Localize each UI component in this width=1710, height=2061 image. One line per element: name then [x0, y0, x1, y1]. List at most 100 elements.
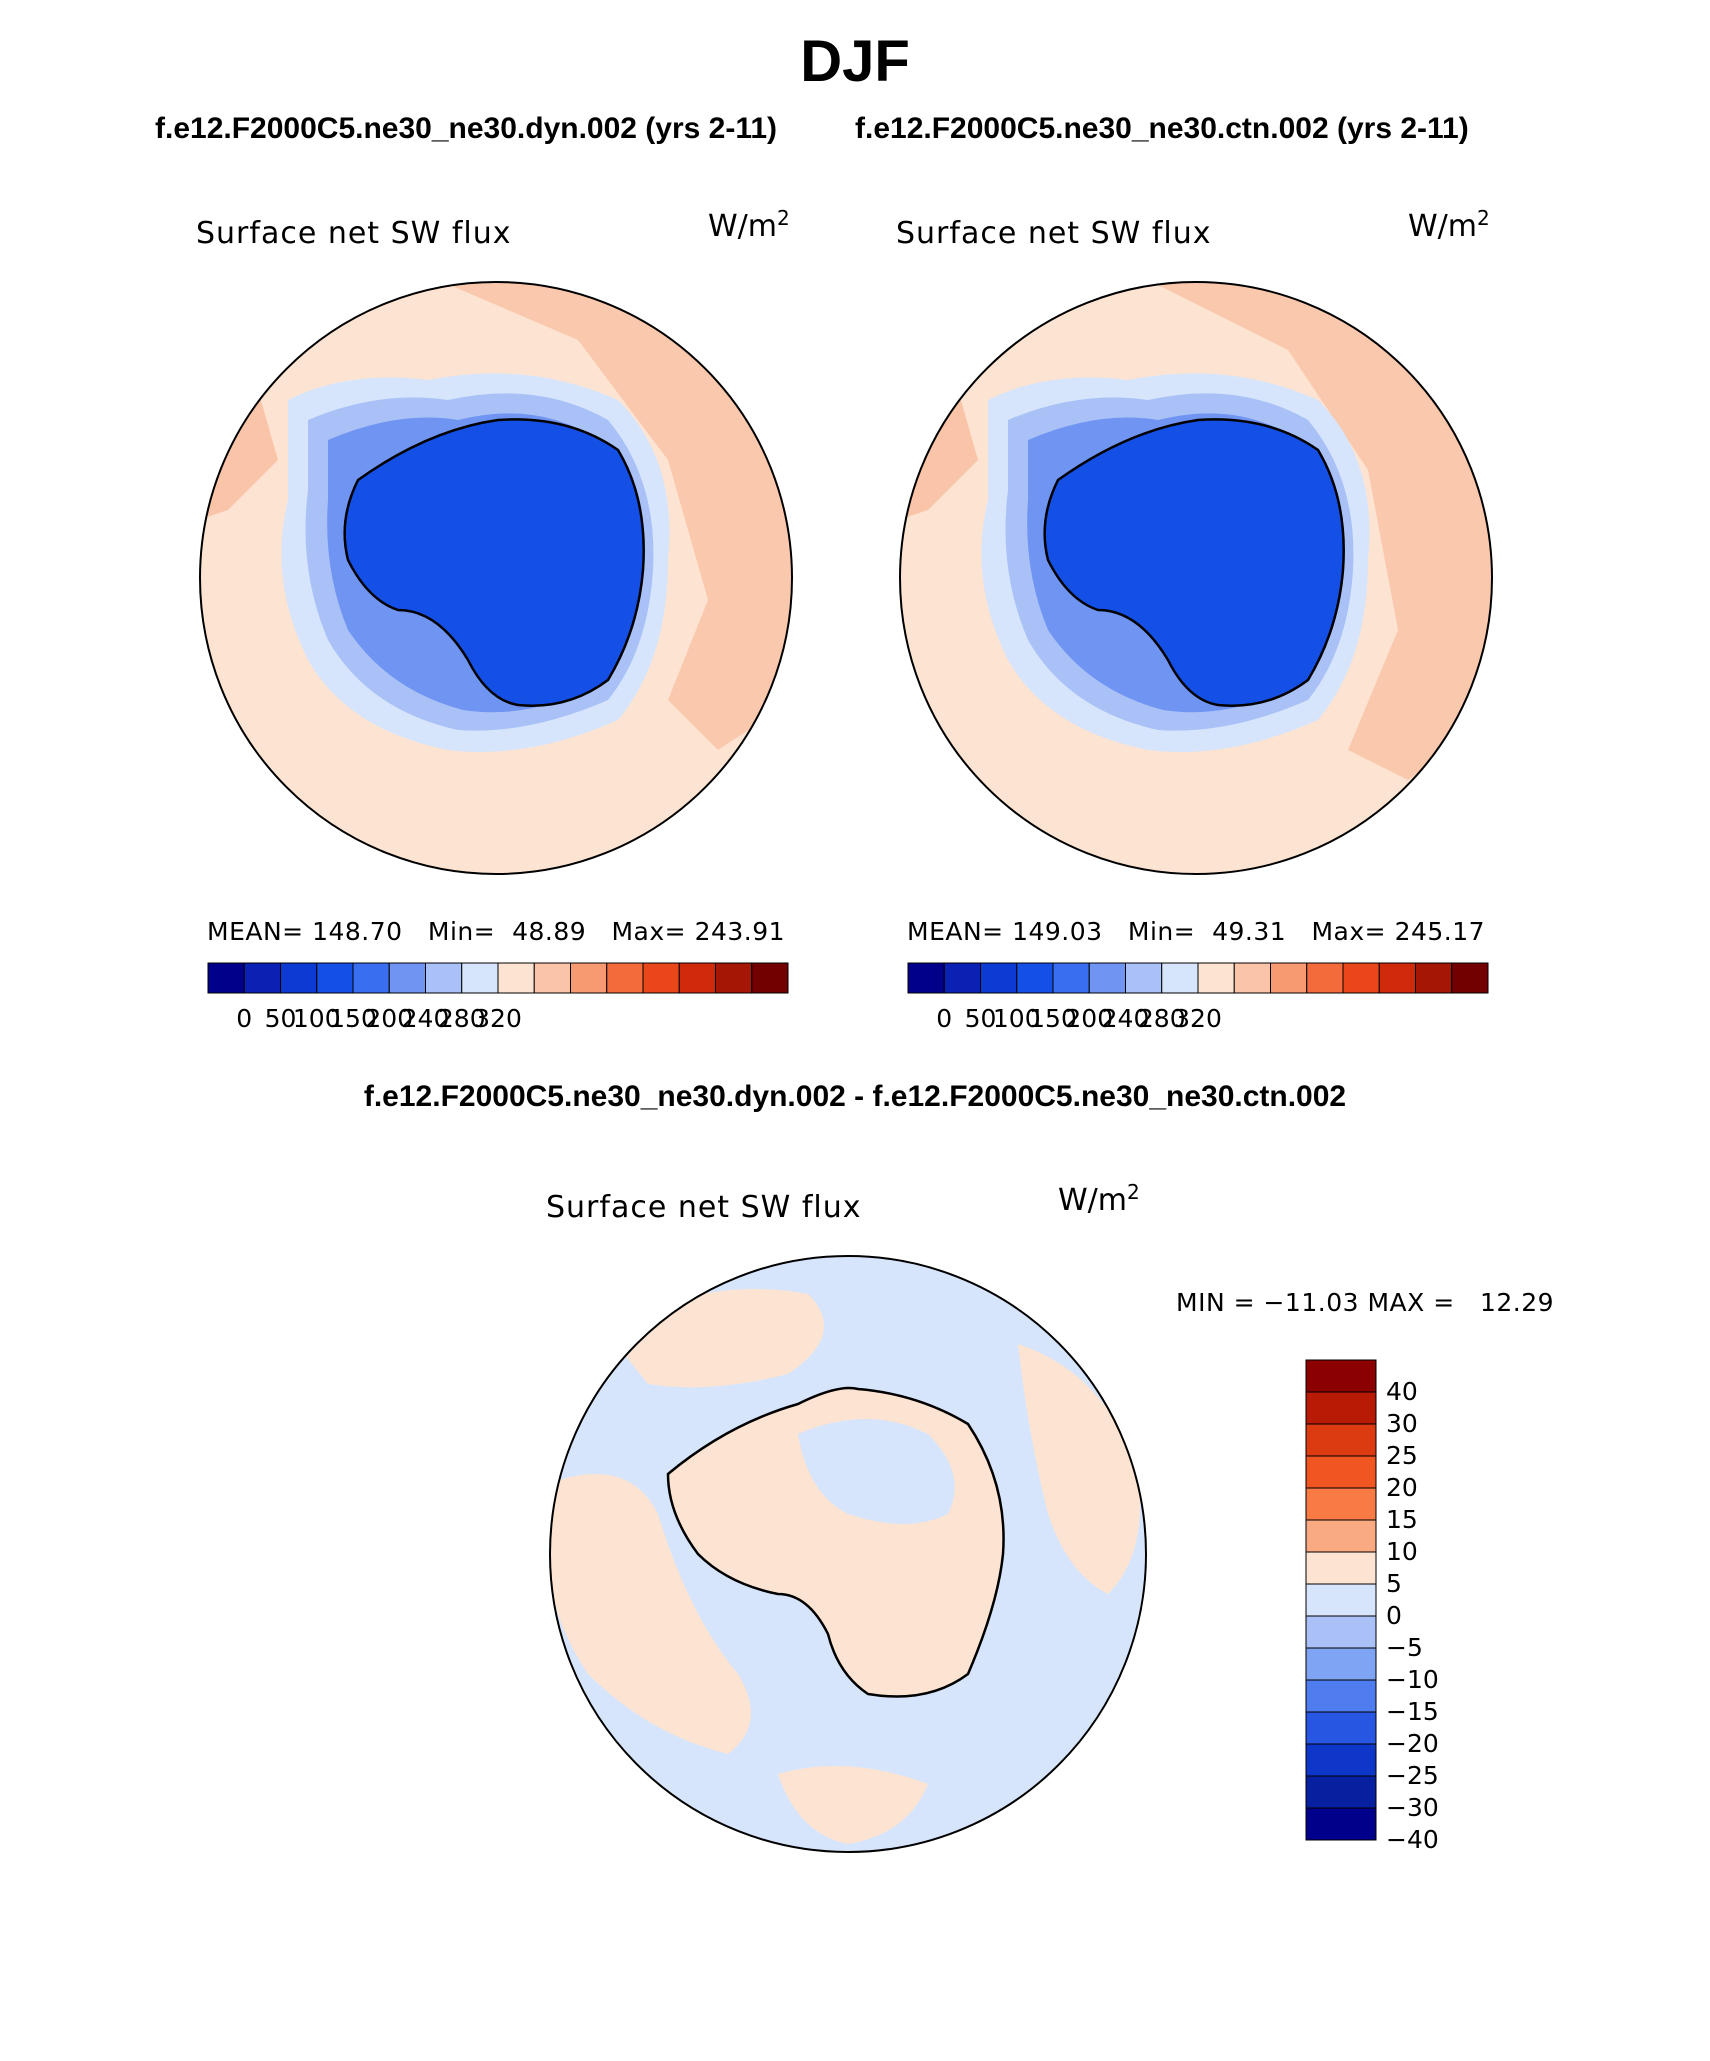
- colorbar-swatch: [715, 962, 753, 994]
- colorbar-swatch: [642, 962, 680, 994]
- colorbar-swatch: [1233, 962, 1271, 994]
- colorbar-swatch: [1305, 1359, 1377, 1393]
- colorbar-tick-label: 15: [1386, 1505, 1418, 1534]
- colorbar-swatch: [678, 962, 716, 994]
- panel-2-polar-map: [899, 281, 1493, 875]
- colorbar-swatch: [1270, 962, 1308, 994]
- panel-3-colorbar-ticks: 40 30 25 20 15 10 5 0 −5 −10 −15 −20 −25 −30 −40: [1386, 1360, 1466, 1854]
- panel-2-map-border: [899, 281, 1493, 875]
- colorbar-tick-label: −10: [1386, 1665, 1439, 1694]
- colorbar-swatch: [1305, 1775, 1377, 1809]
- panel-1-stats: MEAN= 148.70 Min= 48.89 Max= 243.91: [207, 917, 786, 946]
- colorbar-swatch: [1305, 1391, 1377, 1425]
- panel-2-colorbar: [907, 962, 1489, 994]
- panel-3-polar-map: [549, 1255, 1147, 1853]
- case-title-right: f.e12.F2000C5.ne30_ne30.ctn.002 (yrs 2-1…: [855, 112, 1469, 145]
- colorbar-swatch: [497, 962, 535, 994]
- colorbar-swatch: [1305, 1807, 1377, 1841]
- panel-1-polar-map: [199, 281, 793, 875]
- colorbar-swatch: [1305, 1487, 1377, 1521]
- colorbar-tick-label: −20: [1386, 1729, 1439, 1758]
- colorbar-tick-label: −30: [1386, 1793, 1439, 1822]
- colorbar-swatch: [1415, 962, 1453, 994]
- colorbar-swatch: [907, 962, 945, 994]
- colorbar-swatch: [1305, 1455, 1377, 1489]
- colorbar-swatch: [243, 962, 281, 994]
- colorbar-swatch: [570, 962, 608, 994]
- colorbar-swatch: [1161, 962, 1199, 994]
- colorbar-tick-label: 240: [401, 1004, 450, 1033]
- colorbar-swatch: [1305, 1423, 1377, 1457]
- colorbar-swatch: [1305, 1551, 1377, 1585]
- colorbar-tick-label: 150: [1029, 1004, 1077, 1033]
- colorbar-swatch: [1305, 1679, 1377, 1713]
- colorbar-swatch: [280, 962, 318, 994]
- difference-title: f.e12.F2000C5.ne30_ne30.dyn.002 - f.e12.…: [363, 1080, 1347, 1113]
- colorbar-tick-label: 0: [936, 1004, 953, 1033]
- colorbar-swatch: [1305, 1743, 1377, 1777]
- panel-2-variable-label: Surface net SW flux: [896, 216, 1212, 251]
- colorbar-tick-label: 200: [1065, 1004, 1114, 1033]
- panel-1-variable-label: Surface net SW flux: [196, 216, 512, 251]
- colorbar-swatch: [1016, 962, 1054, 994]
- panel-2-warm-band: [1148, 282, 1492, 780]
- panel-3-positive-region-west: [550, 1474, 751, 1754]
- case-title-left: f.e12.F2000C5.ne30_ne30.dyn.002 (yrs 2-1…: [155, 112, 778, 145]
- colorbar-tick-label: 30: [1386, 1409, 1418, 1438]
- colorbar-swatch: [207, 962, 245, 994]
- colorbar-swatch: [1306, 962, 1344, 994]
- colorbar-tick-label: 320: [1174, 1004, 1222, 1033]
- colorbar-swatch: [1305, 1711, 1377, 1745]
- colorbar-tick-label: 20: [1386, 1473, 1418, 1502]
- colorbar-tick-label: 40: [1386, 1377, 1418, 1406]
- colorbar-swatch: [1378, 962, 1416, 994]
- colorbar-tick-label: 100: [992, 1004, 1041, 1033]
- panel-1-map-border: [199, 281, 793, 875]
- colorbar-swatch: [1305, 1647, 1377, 1681]
- panel-2-units: W/m2: [1408, 206, 1490, 244]
- panel-3-colorbar: [1305, 1359, 1377, 1841]
- colorbar-swatch: [1305, 1583, 1377, 1617]
- colorbar-swatch: [751, 962, 789, 994]
- colorbar-tick-label: 0: [236, 1004, 253, 1033]
- colorbar-tick-label: 240: [1101, 1004, 1150, 1033]
- colorbar-tick-label: −15: [1386, 1697, 1439, 1726]
- panel-1-warm-band: [438, 282, 792, 750]
- colorbar-swatch: [1305, 1615, 1377, 1649]
- colorbar-tick-label: 200: [365, 1004, 414, 1033]
- colorbar-tick-label: 280: [437, 1004, 486, 1033]
- colorbar-tick-label: 10: [1386, 1537, 1418, 1566]
- panel-1-antarctica: [343, 418, 645, 707]
- colorbar-swatch: [461, 962, 499, 994]
- panel-3-map-border: [549, 1255, 1147, 1853]
- panel-2-colorbar-ticks: 0 50 100 150 200 240 280 320: [908, 1004, 1488, 1034]
- panel-3-stats: MIN = −11.03 MAX = 12.29: [1176, 1288, 1555, 1317]
- panel-2-stats: MEAN= 149.03 Min= 49.31 Max= 245.17: [907, 917, 1486, 946]
- panel-3-positive-region-south: [778, 1766, 928, 1844]
- panel-1-colorbar: [207, 962, 789, 994]
- colorbar-swatch: [606, 962, 644, 994]
- colorbar-swatch: [1342, 962, 1380, 994]
- panel-3-antarctica-negative-patch: [798, 1419, 955, 1524]
- colorbar-tick-label: 0: [1386, 1601, 1402, 1630]
- panel-2-antarctica: [1043, 418, 1345, 707]
- colorbar-tick-label: −25: [1386, 1761, 1439, 1790]
- colorbar-tick-label: 5: [1386, 1569, 1402, 1598]
- colorbar-swatch: [1052, 962, 1090, 994]
- colorbar-swatch: [1197, 962, 1235, 994]
- colorbar-tick-label: 320: [474, 1004, 522, 1033]
- panel-3-variable-label: Surface net SW flux: [546, 1190, 862, 1225]
- colorbar-swatch: [1088, 962, 1126, 994]
- colorbar-swatch: [943, 962, 981, 994]
- colorbar-swatch: [1305, 1519, 1377, 1553]
- colorbar-tick-label: 280: [1137, 1004, 1186, 1033]
- colorbar-swatch: [388, 962, 426, 994]
- panel-3-positive-region-east: [1018, 1344, 1140, 1594]
- colorbar-tick-label: −40: [1386, 1825, 1439, 1854]
- colorbar-tick-label: 50: [964, 1004, 997, 1033]
- colorbar-tick-label: 100: [292, 1004, 341, 1033]
- colorbar-swatch: [316, 962, 354, 994]
- colorbar-swatch: [533, 962, 571, 994]
- colorbar-tick-label: 50: [264, 1004, 297, 1033]
- main-title: DJF: [800, 29, 910, 94]
